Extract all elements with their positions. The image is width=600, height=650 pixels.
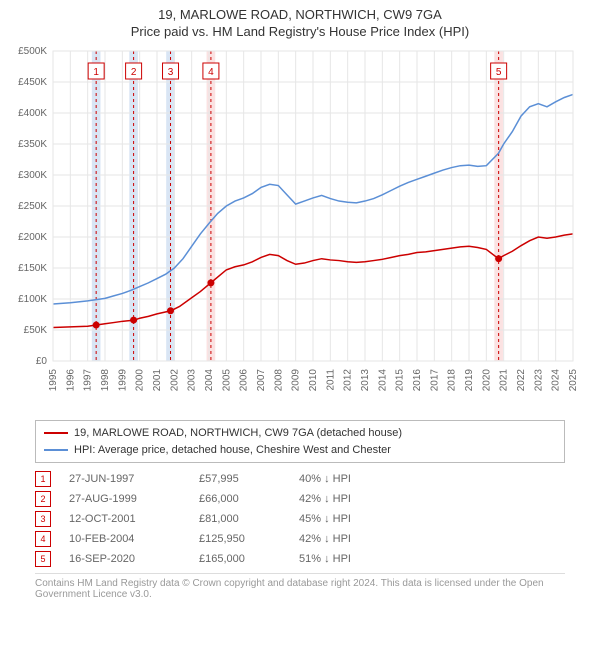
svg-text:2021: 2021 [499, 369, 510, 392]
title-subtitle: Price paid vs. HM Land Registry's House … [5, 24, 595, 39]
svg-text:£100K: £100K [18, 294, 47, 305]
svg-text:2022: 2022 [516, 369, 527, 392]
svg-text:£500K: £500K [18, 46, 47, 57]
svg-text:£50K: £50K [24, 325, 48, 336]
sale-marker-box: 4 [35, 531, 51, 547]
svg-text:2010: 2010 [308, 369, 319, 392]
sale-row: 1 27-JUN-1997£57,99540% ↓ HPI [35, 469, 565, 489]
svg-text:1: 1 [93, 67, 99, 78]
svg-text:2013: 2013 [360, 369, 371, 392]
sale-row: 4 10-FEB-2004£125,95042% ↓ HPI [35, 529, 565, 549]
legend-label-property: 19, MARLOWE ROAD, NORTHWICH, CW9 7GA (de… [74, 425, 402, 442]
sale-price: £81,000 [199, 513, 299, 525]
svg-text:2007: 2007 [256, 369, 267, 392]
svg-text:2016: 2016 [412, 369, 423, 392]
svg-text:2012: 2012 [343, 369, 354, 392]
svg-text:3: 3 [168, 67, 174, 78]
svg-text:2018: 2018 [447, 369, 458, 392]
svg-text:2006: 2006 [239, 369, 250, 392]
sale-marker-box: 2 [35, 491, 51, 507]
svg-text:£200K: £200K [18, 232, 47, 243]
footer-attribution: Contains HM Land Registry data © Crown c… [35, 573, 565, 600]
sale-date: 10-FEB-2004 [69, 533, 199, 545]
svg-text:1995: 1995 [48, 369, 59, 392]
svg-text:2002: 2002 [169, 369, 180, 392]
svg-text:2009: 2009 [291, 369, 302, 392]
sale-price: £66,000 [199, 493, 299, 505]
sale-marker-box: 1 [35, 471, 51, 487]
svg-text:2023: 2023 [533, 369, 544, 392]
sale-diff: 40% ↓ HPI [299, 473, 419, 485]
legend-swatch-hpi [44, 449, 68, 451]
sales-table: 1 27-JUN-1997£57,99540% ↓ HPI 2 27-AUG-1999… [35, 469, 565, 569]
sale-price: £57,995 [199, 473, 299, 485]
svg-text:2001: 2001 [152, 369, 163, 392]
sale-row: 3 12-OCT-2001£81,00045% ↓ HPI [35, 509, 565, 529]
sale-date: 16-SEP-2020 [69, 553, 199, 565]
sale-diff: 45% ↓ HPI [299, 513, 419, 525]
svg-text:£0: £0 [36, 356, 48, 367]
legend-label-hpi: HPI: Average price, detached house, Ches… [74, 442, 391, 459]
svg-text:2015: 2015 [395, 369, 406, 392]
svg-text:2014: 2014 [377, 369, 388, 392]
sale-row: 2 27-AUG-1999£66,00042% ↓ HPI [35, 489, 565, 509]
svg-text:4: 4 [208, 67, 214, 78]
svg-text:2008: 2008 [273, 369, 284, 392]
sale-marker-box: 3 [35, 511, 51, 527]
svg-text:£150K: £150K [18, 263, 47, 274]
svg-text:2011: 2011 [325, 369, 336, 391]
sale-date: 12-OCT-2001 [69, 513, 199, 525]
legend-item-hpi: HPI: Average price, detached house, Ches… [44, 442, 556, 459]
svg-text:£250K: £250K [18, 201, 47, 212]
svg-text:2017: 2017 [429, 369, 440, 392]
sale-price: £165,000 [199, 553, 299, 565]
svg-text:2000: 2000 [135, 369, 146, 392]
svg-text:2019: 2019 [464, 369, 475, 392]
svg-text:1997: 1997 [83, 369, 94, 392]
svg-text:2020: 2020 [481, 369, 492, 392]
legend-swatch-property [44, 432, 68, 434]
svg-text:1999: 1999 [117, 369, 128, 392]
svg-text:£350K: £350K [18, 139, 47, 150]
svg-text:£300K: £300K [18, 170, 47, 181]
sale-row: 5 16-SEP-2020£165,00051% ↓ HPI [35, 549, 565, 569]
sale-date: 27-AUG-1999 [69, 493, 199, 505]
svg-text:£400K: £400K [18, 108, 47, 119]
svg-text:2005: 2005 [221, 369, 232, 392]
sale-date: 27-JUN-1997 [69, 473, 199, 485]
sale-price: £125,950 [199, 533, 299, 545]
sale-diff: 42% ↓ HPI [299, 493, 419, 505]
legend-box: 19, MARLOWE ROAD, NORTHWICH, CW9 7GA (de… [35, 420, 565, 463]
sale-diff: 51% ↓ HPI [299, 553, 419, 565]
svg-text:5: 5 [496, 67, 502, 78]
svg-text:2024: 2024 [551, 369, 562, 392]
sale-marker-box: 5 [35, 551, 51, 567]
price-chart: £0 £50K £100K £150K £200K £250K £300K £350K £400… [5, 41, 595, 411]
legend-item-property: 19, MARLOWE ROAD, NORTHWICH, CW9 7GA (de… [44, 425, 556, 442]
svg-text:£450K: £450K [18, 77, 47, 88]
sale-diff: 42% ↓ HPI [299, 533, 419, 545]
svg-text:2025: 2025 [568, 369, 579, 392]
svg-text:2004: 2004 [204, 369, 215, 392]
svg-text:2003: 2003 [187, 369, 198, 392]
svg-text:2: 2 [131, 67, 137, 78]
svg-text:1996: 1996 [65, 369, 76, 392]
title-address: 19, MARLOWE ROAD, NORTHWICH, CW9 7GA [5, 7, 595, 22]
svg-text:1998: 1998 [100, 369, 111, 392]
